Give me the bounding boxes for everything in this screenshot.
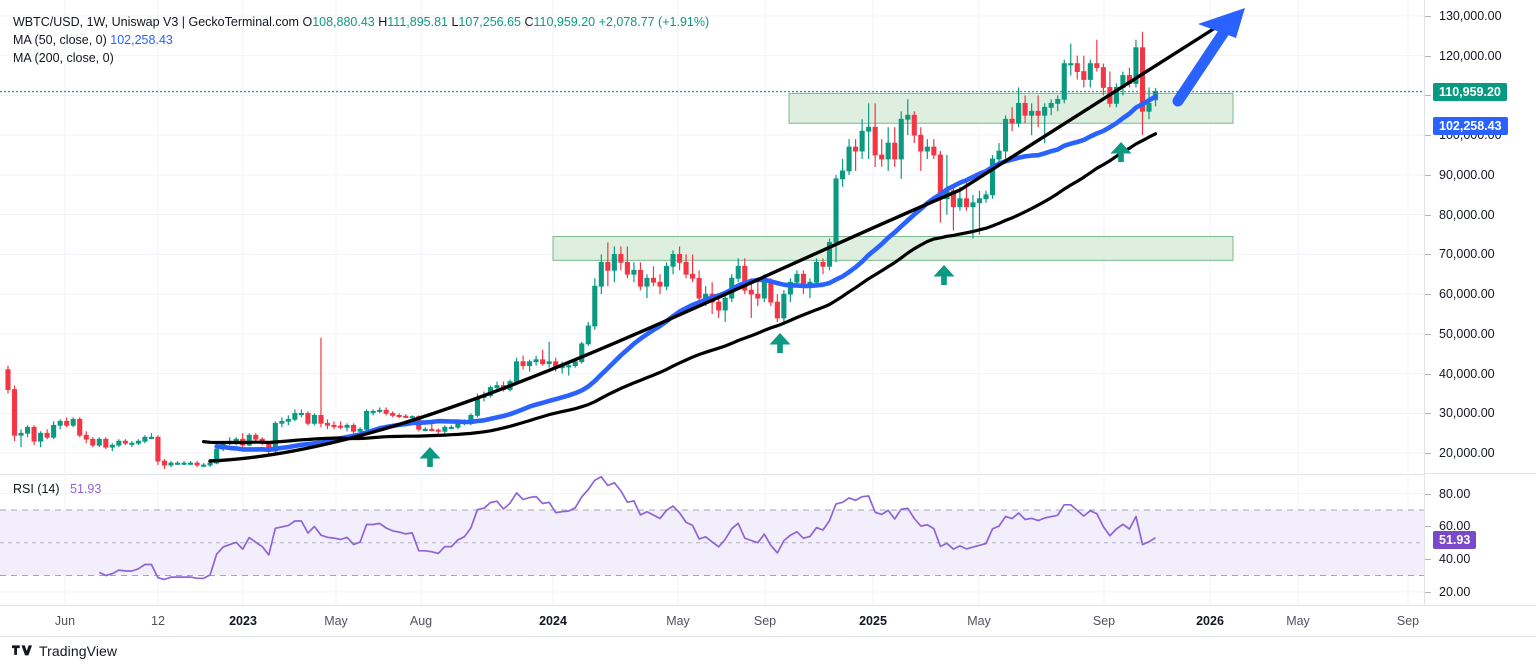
price-tick-130000: 130,000.00 (1439, 8, 1502, 23)
time-tick-Sep: Sep (753, 614, 777, 628)
price-tick-60000: 60,000.00 (1439, 287, 1495, 302)
chart-legend: WBTC/USD, 1W, Uniswap V3 | GeckoTerminal… (13, 14, 709, 67)
price-tick-90000: 90,000.00 (1439, 167, 1495, 182)
rsi-line[interactable] (98, 475, 1156, 581)
time-tick-2023: 2023 (229, 614, 257, 628)
price-tick-mark (1425, 174, 1431, 176)
price-tick-mark (1425, 453, 1431, 455)
price-tick-mark (1425, 373, 1431, 375)
tradingview-logo-icon (12, 644, 32, 655)
axis-separator (1425, 473, 1536, 474)
time-tick-May: May (324, 614, 348, 628)
time-tick-12: 12 (151, 614, 165, 628)
price-tick-mark (1425, 135, 1431, 137)
price-tick-mark (1425, 254, 1431, 256)
projection-arrow[interactable] (1172, 8, 1245, 107)
price-tick-mark (1425, 15, 1431, 17)
time-tick-Sep: Sep (1092, 614, 1116, 628)
legend-open-value: 108,880.43 (312, 15, 375, 29)
price-scale-axis[interactable]: 130,000.00120,000.00110,000.00100,000.00… (1424, 0, 1536, 605)
rsi-legend-value: 51.93 (70, 482, 102, 496)
rsi-tick-80: 80.00 (1439, 486, 1471, 501)
legend-open-label: O (302, 15, 313, 29)
legend-ma200-label: MA (200, close, 0) (13, 50, 114, 65)
supply-zone-upper[interactable] (788, 92, 1234, 124)
time-tick-Aug: Aug (409, 614, 433, 628)
legend-ma200-row[interactable]: MA (200, close, 0) (13, 50, 709, 68)
candlestick-series[interactable] (5, 31, 1159, 470)
time-tick-May: May (1286, 614, 1310, 628)
legend-close-value: 110,959.20 (533, 15, 596, 29)
price-tick-mark (1425, 214, 1431, 216)
supply-zone-lower[interactable] (552, 236, 1234, 261)
price-tick-70000: 70,000.00 (1439, 247, 1495, 262)
legend-close-label: C (524, 15, 534, 29)
legend-ma50-row[interactable]: MA (50, close, 0) 102,258.43 (13, 32, 709, 50)
time-tick-Jun: Jun (54, 614, 76, 628)
tradingview-attribution[interactable]: TradingView (12, 643, 117, 659)
time-tick-2024: 2024 (539, 614, 567, 628)
price-chart-canvas[interactable] (0, 0, 1424, 473)
ma50-price-badge[interactable]: 102,258.43 (1433, 117, 1508, 136)
price-tick-20000: 20,000.00 (1439, 446, 1495, 461)
time-tick-May: May (967, 614, 991, 628)
rsi-tick-mark (1425, 493, 1431, 495)
price-tick-mark (1425, 294, 1431, 296)
last-price-badge[interactable]: 110,959.20 (1433, 82, 1507, 101)
time-tick-May: May (666, 614, 690, 628)
rsi-tick-mark (1425, 526, 1431, 528)
time-tick-2025: 2025 (859, 614, 887, 628)
legend-low-label: L (451, 15, 459, 29)
buy-arrow-2[interactable] (769, 333, 791, 353)
rsi-tick-mark (1425, 559, 1431, 561)
price-tick-mark (1425, 333, 1431, 335)
time-tick-Sep: Sep (1396, 614, 1420, 628)
legend-symbol-row[interactable]: WBTC/USD, 1W, Uniswap V3 | GeckoTerminal… (13, 14, 709, 32)
legend-low-value: 107,256.65 (458, 15, 521, 29)
price-tick-mark (1425, 95, 1431, 97)
price-tick-mark (1425, 413, 1431, 415)
price-tick-40000: 40,000.00 (1439, 366, 1495, 381)
legend-ma50-label: MA (50, close, 0) (13, 32, 107, 47)
price-tick-80000: 80,000.00 (1439, 207, 1495, 222)
price-tick-mark (1425, 55, 1431, 57)
time-tick-2026: 2026 (1196, 614, 1224, 628)
tradingview-brand-text: TradingView (39, 643, 118, 659)
ma200-line[interactable] (202, 132, 1158, 445)
legend-high-value: 111,895.81 (387, 15, 448, 29)
uptrend-trendline[interactable] (208, 26, 1217, 463)
rsi-tick-40: 40.00 (1439, 552, 1471, 567)
rsi-tick-mark (1425, 591, 1431, 593)
time-scale-axis[interactable]: Jun 12 2023 May Aug 2024 May Sep 2025 May Sep 2026 M… (0, 605, 1536, 637)
rsi-tick-20: 20.00 (1439, 584, 1471, 599)
rsi-chart-canvas[interactable] (0, 474, 1424, 605)
legend-change-value: +2,078.77 (+1.91%) (598, 15, 710, 29)
rsi-legend-label: RSI (14) (13, 482, 60, 496)
rsi-tick-60: 60.00 (1439, 519, 1471, 534)
price-tick-120000: 120,000.00 (1439, 48, 1502, 63)
buy-arrow-4[interactable] (1110, 142, 1132, 162)
price-chart-pane[interactable] (0, 0, 1424, 473)
buy-arrow-3[interactable] (933, 265, 955, 285)
rsi-legend[interactable]: RSI (14) 51.93 (13, 482, 101, 496)
price-tick-50000: 50,000.00 (1439, 326, 1495, 341)
price-tick-30000: 30,000.00 (1439, 406, 1495, 421)
legend-ma50-value: 102,258.43 (110, 32, 173, 47)
rsi-indicator-pane[interactable] (0, 474, 1424, 605)
buy-arrow-1[interactable] (419, 447, 441, 467)
legend-high-label: H (378, 15, 388, 29)
legend-symbol-text: WBTC/USD, 1W, Uniswap V3 | GeckoTerminal… (13, 15, 299, 29)
rsi-value-badge[interactable]: 51.93 (1433, 530, 1477, 549)
